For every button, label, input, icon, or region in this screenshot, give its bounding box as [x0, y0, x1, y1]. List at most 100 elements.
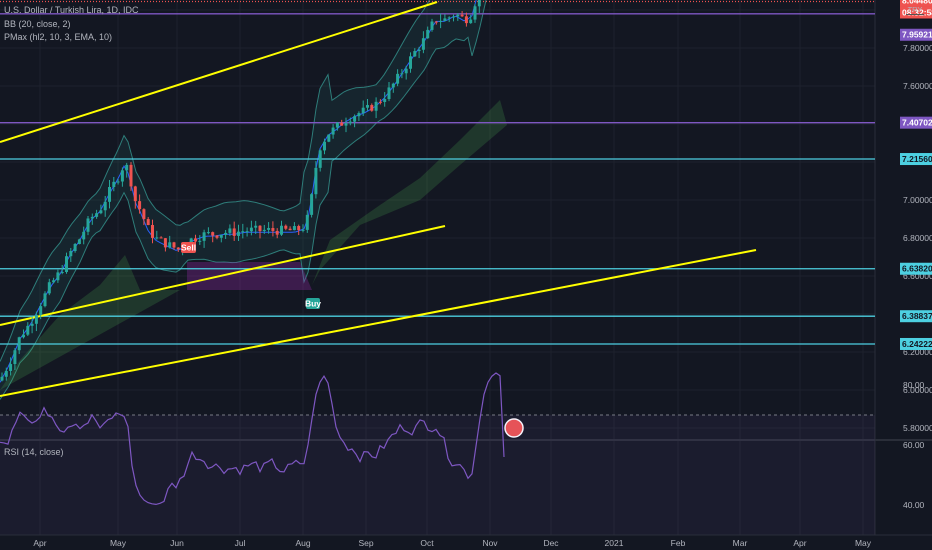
candle-body: [22, 334, 25, 338]
candle-body: [155, 237, 159, 239]
candle-body: [90, 216, 94, 219]
label-pmax: 7.959218: [900, 28, 932, 41]
price-axis: 8.6000008.4000008.2000008.0000007.800000…: [903, 5, 932, 433]
candle-body: [413, 51, 417, 57]
time-tick: Mar: [733, 538, 748, 548]
symbol-legend[interactable]: U.S. Dollar / Turkish Lira, 1D, IDC: [4, 5, 139, 15]
candle-body: [430, 21, 434, 30]
time-tick: 2021: [605, 538, 624, 548]
candle-body: [361, 107, 365, 114]
candle-body: [421, 38, 425, 50]
bb-upper: [0, 0, 430, 362]
label-support-3-box: [900, 310, 932, 323]
candle-body: [460, 14, 464, 17]
candle-body: [163, 238, 167, 248]
candle-body: [391, 83, 395, 88]
candle-body: [120, 170, 124, 182]
price-tick: 6.200000: [903, 347, 932, 357]
bb-legend[interactable]: BB (20, close, 2): [4, 19, 71, 29]
candle-body: [473, 6, 477, 20]
rsi-tick: 60.00: [903, 440, 925, 450]
candle-body: [271, 228, 275, 231]
candle-body: [69, 251, 73, 257]
candle-body: [43, 293, 47, 307]
label-support-4-box: [900, 337, 932, 350]
price-tick: 5.800000: [903, 423, 932, 433]
time-tick: Feb: [671, 538, 686, 548]
rsi-line: [0, 372, 505, 506]
trendline-upper: [0, 1, 438, 143]
price-tick: 6.800000: [903, 233, 932, 243]
price-tick: 6.600000: [903, 271, 932, 281]
candle-body: [396, 73, 400, 84]
candle-body: [228, 228, 232, 233]
candle-body: [280, 225, 283, 235]
candle-body: [267, 228, 271, 230]
candle-body: [245, 231, 249, 233]
price-tick: 7.600000: [903, 81, 932, 91]
label-support-3: 6.388371: [900, 310, 932, 323]
pmax-fill-down: [187, 262, 312, 290]
buy-badge: [306, 298, 320, 309]
label-support-3-text: 6.388371: [902, 311, 932, 321]
candle-body: [288, 228, 292, 231]
candle-body: [215, 235, 219, 238]
bb-lower: [0, 0, 487, 400]
label-pmax-text: 7.959218: [902, 30, 932, 40]
candle-body: [30, 323, 34, 326]
sell-badge: [181, 242, 196, 253]
candle-body: [95, 213, 99, 217]
grid: [0, 0, 932, 535]
candle-body: [275, 230, 279, 235]
time-tick: Nov: [482, 538, 498, 548]
sell-marker: Sell: [181, 242, 196, 253]
label-pmax-box: [900, 28, 932, 41]
candle-body: [374, 101, 378, 111]
rsi-legend[interactable]: RSI (14, close): [4, 447, 64, 457]
candle-body: [189, 238, 193, 245]
label-support-4: 6.242228: [900, 337, 932, 350]
candle-body: [241, 231, 245, 233]
trendline-lower: [0, 249, 757, 397]
trendline-middle: [0, 225, 446, 326]
candle-body: [0, 376, 4, 381]
candle-body: [82, 231, 86, 240]
candle-body: [206, 232, 210, 234]
candle-body: [99, 210, 103, 214]
candle-body: [47, 282, 51, 294]
candle-body: [232, 228, 236, 236]
candle-body: [86, 218, 90, 232]
candle-body: [344, 123, 348, 126]
label-support-2: 6.638204: [900, 262, 932, 275]
time-tick: Apr: [33, 538, 46, 548]
label-resistance-2: 7.407024: [900, 116, 932, 129]
candle-body: [357, 113, 361, 117]
pmax-legend[interactable]: PMax (hl2, 10, 3, EMA, 10): [4, 32, 113, 42]
currency-label[interactable]: TRY: [906, 5, 924, 15]
candle-body: [262, 229, 266, 231]
candle-body: [452, 16, 455, 18]
candle-body: [378, 101, 382, 103]
signal-markers: Sell Buy: [181, 242, 524, 438]
candle-body: [125, 164, 129, 171]
horizontal-levels: [0, 0, 875, 345]
candle-body: [103, 201, 107, 211]
time-tick: Sep: [358, 538, 373, 548]
candle-body: [168, 242, 172, 248]
buy-marker: Buy: [305, 298, 321, 309]
label-countdown-box: [900, 6, 932, 19]
candle-body: [224, 232, 228, 235]
label-support-4-text: 6.242228: [902, 339, 932, 349]
time-tick: May: [855, 538, 872, 548]
candle-body: [439, 20, 443, 22]
candle-body: [151, 225, 154, 238]
rsi-axis: 80.00 60.00 40.00: [903, 380, 925, 510]
time-tick: Apr: [793, 538, 806, 548]
candle-body: [77, 239, 81, 244]
sell-label: Sell: [181, 243, 196, 253]
candle-body: [331, 127, 335, 135]
candle-body: [387, 87, 391, 100]
